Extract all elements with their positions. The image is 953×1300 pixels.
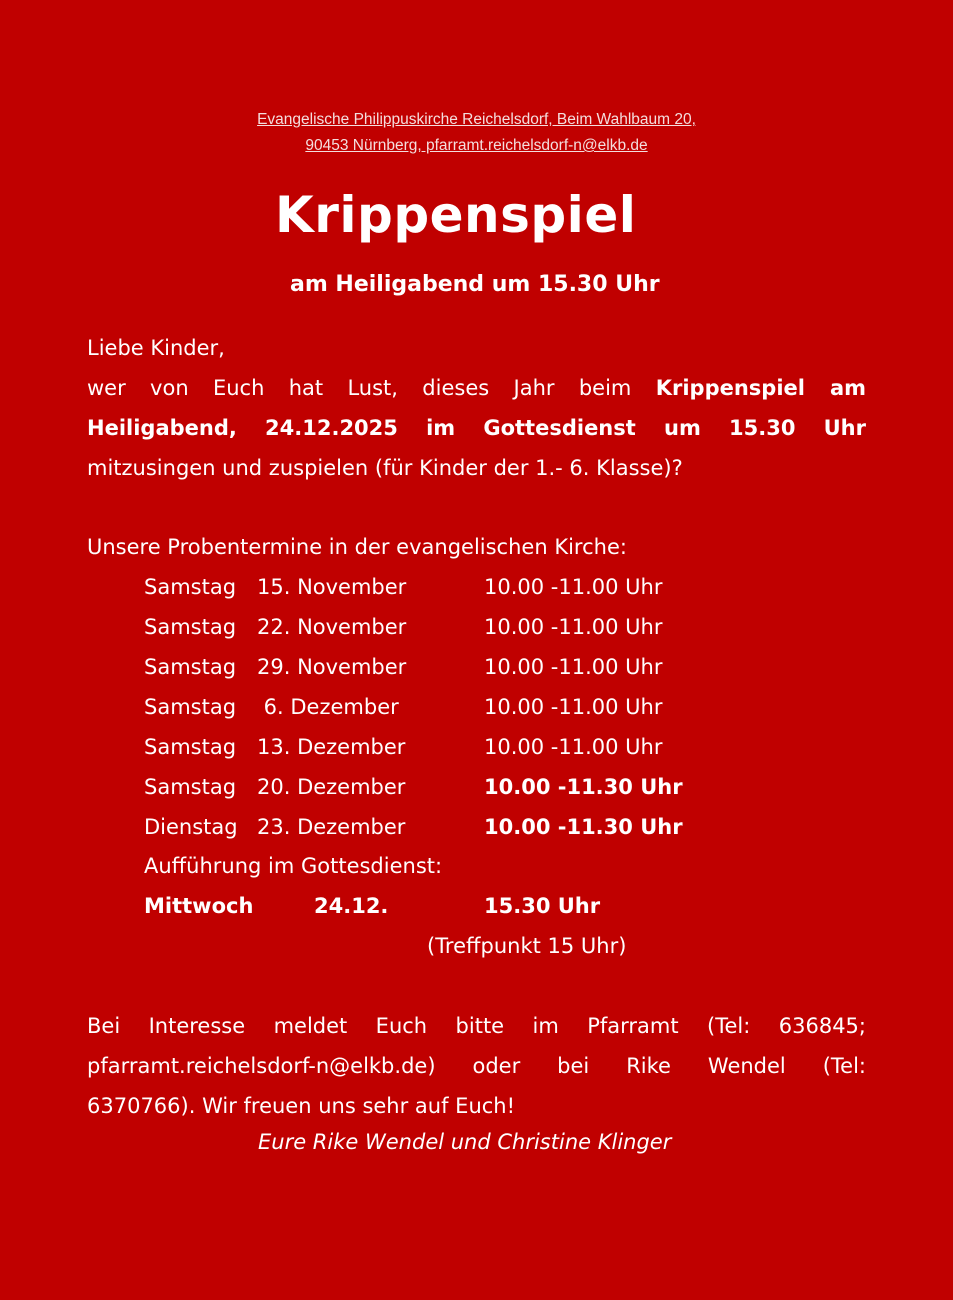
intro-line-3: Heiligabend, 24.12.2025 im Gottesdienst …: [87, 416, 866, 440]
schedule-time: 10.00 -11.00 Uhr: [484, 615, 663, 639]
schedule-date: 13. Dezember: [257, 735, 406, 759]
schedule-date: 15. November: [257, 575, 407, 599]
schedule-day: Dienstag: [144, 815, 238, 839]
page-title: Krippenspiel: [275, 186, 637, 244]
address-line-1: Evangelische Philippuskirche Reichelsdor…: [257, 111, 696, 128]
schedule-date: 6. Dezember: [257, 695, 399, 719]
schedule-heading: Unsere Probentermine in der evangelische…: [87, 535, 627, 559]
schedule-time: 10.00 -11.00 Uhr: [484, 655, 663, 679]
performance-date: 24.12.: [314, 894, 389, 918]
intro-bold: Krippenspiel am: [655, 376, 866, 400]
schedule-row: Samstag 22. November 10.00 -11.00 Uhr: [144, 612, 844, 642]
performance-label: Aufführung im Gottesdienst:: [144, 854, 443, 878]
contact-line-3: 6370766). Wir freuen uns sehr auf Euch!: [87, 1094, 516, 1118]
performance-time: 15.30 Uhr: [484, 894, 601, 918]
greeting: Liebe Kinder,: [87, 336, 225, 360]
schedule-time: 10.00 -11.30 Uhr: [484, 815, 683, 839]
schedule-day: Samstag: [144, 615, 237, 639]
address-line-2: 90453 Nürnberg, pfarramt.reichelsdorf-n@…: [305, 137, 648, 154]
intro-line-4: mitzusingen und zuspielen (für Kinder de…: [87, 456, 683, 480]
schedule-day: Samstag: [144, 735, 237, 759]
schedule-day: Samstag: [144, 575, 237, 599]
schedule-date: 29. November: [257, 655, 407, 679]
schedule-time: 10.00 -11.00 Uhr: [484, 575, 663, 599]
contact-line-1: Bei Interesse meldet Euch bitte im Pfarr…: [87, 1014, 866, 1038]
signature: Eure Rike Wendel und Christine Klinger: [258, 1130, 672, 1154]
contact-line-2: pfarramt.reichelsdorf-n@elkb.de) oder be…: [87, 1054, 866, 1078]
schedule-date: 20. Dezember: [257, 775, 406, 799]
schedule-day: Samstag: [144, 775, 237, 799]
schedule-date: 23. Dezember: [257, 815, 406, 839]
performance-day: Mittwoch: [144, 894, 254, 918]
schedule-day: Samstag: [144, 655, 237, 679]
schedule-date: 22. November: [257, 615, 407, 639]
performance-row: Mittwoch 24.12. 15.30 Uhr: [144, 891, 844, 921]
schedule-time: 10.00 -11.00 Uhr: [484, 695, 663, 719]
schedule-row: Samstag 15. November 10.00 -11.00 Uhr: [144, 572, 844, 602]
intro-text: wer von Euch hat Lust, dieses Jahr beim: [87, 376, 632, 400]
schedule-row: Samstag 20. Dezember 10.00 -11.30 Uhr: [144, 772, 844, 802]
schedule-row: Dienstag 23. Dezember 10.00 -11.30 Uhr: [144, 812, 844, 842]
schedule-time: 10.00 -11.00 Uhr: [484, 735, 663, 759]
schedule-row: Samstag 6. Dezember 10.00 -11.00 Uhr: [144, 692, 844, 722]
meeting-point: (Treffpunkt 15 Uhr): [427, 934, 627, 958]
schedule-day: Samstag: [144, 695, 237, 719]
schedule-row: Samstag 13. Dezember 10.00 -11.00 Uhr: [144, 732, 844, 762]
schedule-row: Samstag 29. November 10.00 -11.00 Uhr: [144, 652, 844, 682]
schedule-time: 10.00 -11.30 Uhr: [484, 775, 683, 799]
subtitle: am Heiligabend um 15.30 Uhr: [290, 272, 660, 297]
intro-line-2: wer von Euch hat Lust, dieses Jahr beim …: [87, 373, 866, 403]
